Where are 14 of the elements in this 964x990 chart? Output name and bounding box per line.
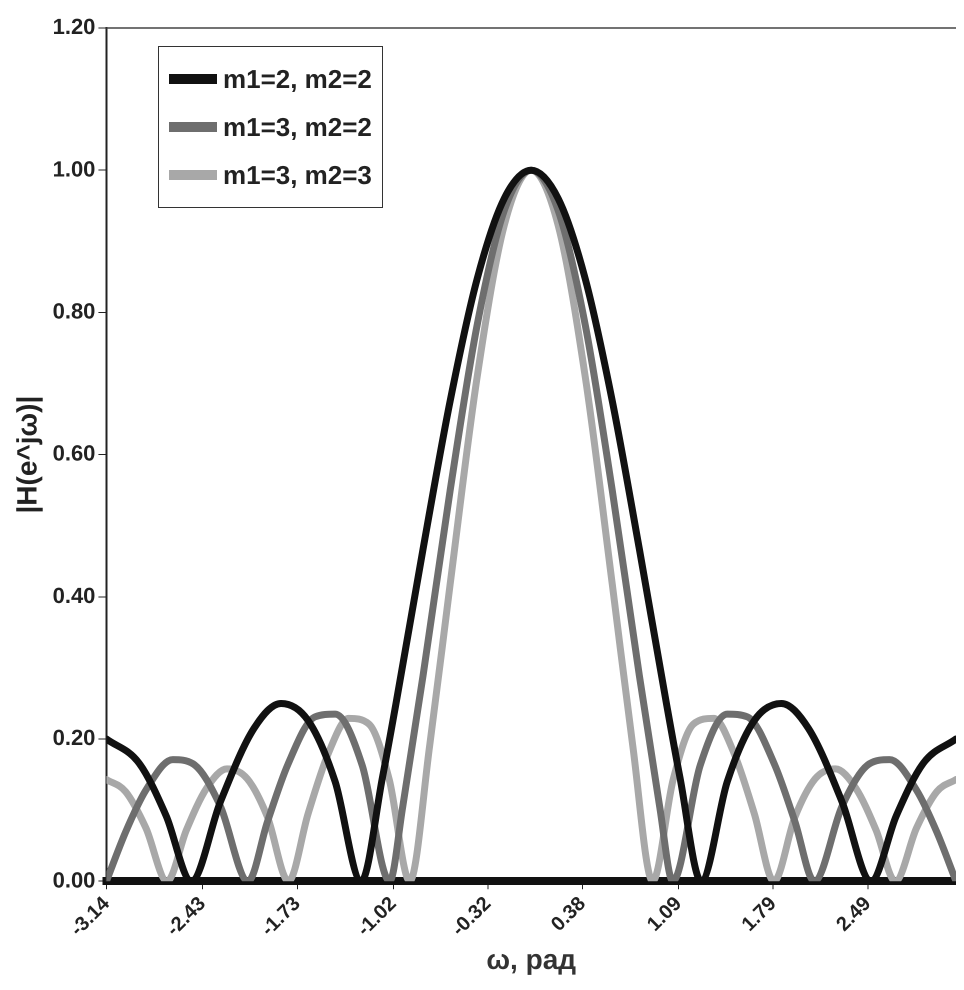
y-tick-label: 1.20 xyxy=(52,14,96,40)
y-tick-label: 0.60 xyxy=(52,440,96,466)
legend-label: m1=3, m2=2 xyxy=(223,112,372,142)
y-tick-label: 0.00 xyxy=(52,867,96,892)
y-tick-label: 1.00 xyxy=(52,156,96,182)
x-tick-label: 0.38 xyxy=(546,892,590,936)
legend-label: m1=3, m2=3 xyxy=(223,160,372,190)
y-tick-label: 0.80 xyxy=(52,298,96,324)
legend-label: m1=2, m2=2 xyxy=(223,64,372,94)
x-axis-title: ω, рад xyxy=(486,944,576,975)
y-tick-label: 0.20 xyxy=(52,725,96,750)
x-tick-label: 1.79 xyxy=(738,892,781,936)
y-axis-title: |H(e^jω)| xyxy=(12,396,44,514)
y-tick-label: 0.40 xyxy=(52,582,96,608)
